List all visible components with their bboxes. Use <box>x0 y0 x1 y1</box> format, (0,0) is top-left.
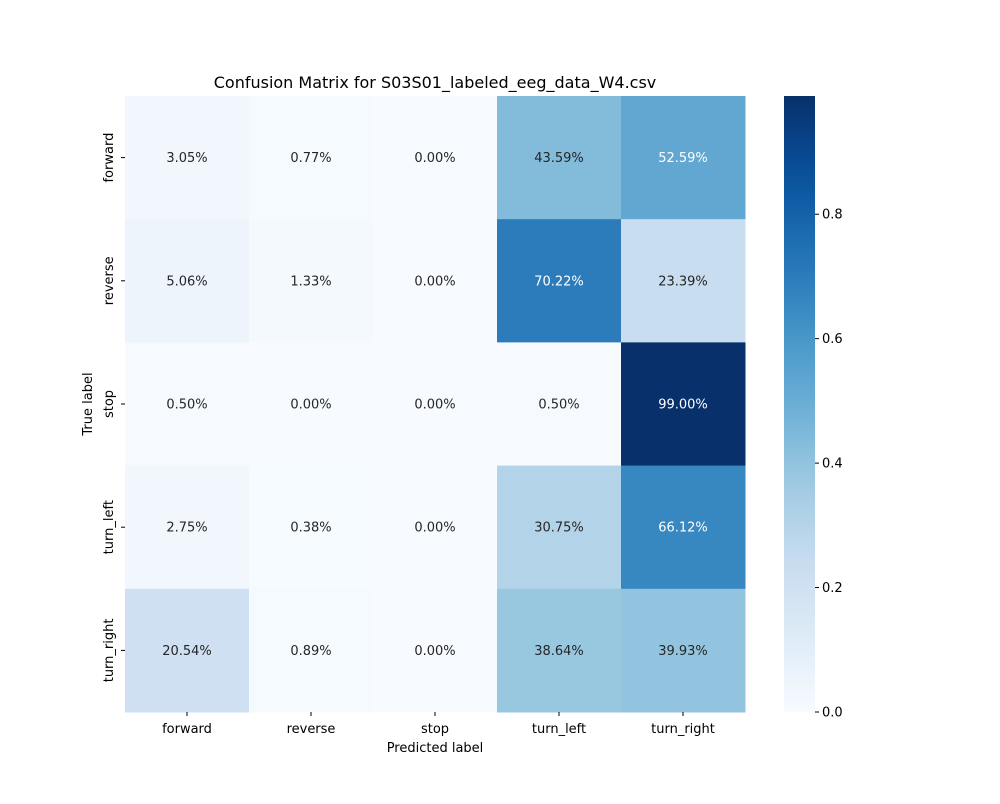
heatmap-cell <box>373 342 498 467</box>
x-tick-label: forward <box>162 722 212 737</box>
y-tick-label: turn_left <box>102 500 117 554</box>
y-tick-label: turn_right <box>102 619 117 683</box>
colorbar-tick-label: 0.0 <box>822 706 843 721</box>
cell-annotation: 0.00% <box>414 644 455 659</box>
heatmap-cell <box>125 588 250 713</box>
cell-annotation: 43.59% <box>534 151 584 166</box>
x-tick-label: reverse <box>287 722 336 737</box>
heatmap-cell <box>497 219 622 343</box>
chart-title: Confusion Matrix for S03S01_labeled_eeg_… <box>214 73 657 93</box>
cell-annotation: 0.00% <box>414 521 455 536</box>
colorbar-tick-label: 0.6 <box>822 332 843 347</box>
y-axis-ticks: forward reverse stop turn_left turn_right <box>102 133 125 683</box>
cell-annotation: 20.54% <box>162 644 212 659</box>
cell-annotation: 0.00% <box>414 151 455 166</box>
heatmap-cell <box>125 342 250 467</box>
y-tick-label: stop <box>102 390 117 418</box>
heatmap-cell <box>249 219 374 343</box>
colorbar-tick-label: 0.8 <box>822 208 843 223</box>
heatmap-cell <box>621 588 746 713</box>
heatmap-cell <box>621 342 746 467</box>
heatmap-cell <box>373 465 498 590</box>
x-axis-ticks: forward reverse stop turn_left turn_right <box>162 712 715 737</box>
cell-annotation: 66.12% <box>658 521 708 536</box>
cell-annotation: 1.33% <box>290 274 331 289</box>
x-axis-label: Predicted label <box>387 741 484 756</box>
cell-annotation: 0.00% <box>414 274 455 289</box>
cell-annotation: 70.22% <box>534 274 584 289</box>
cell-annotation: 3.05% <box>166 151 207 166</box>
heatmap-cell <box>373 588 498 713</box>
x-tick-label: turn_left <box>532 722 586 737</box>
colorbar-tick-label: 0.2 <box>822 581 843 596</box>
heatmap-cell <box>125 96 250 220</box>
heatmap-cell <box>621 219 746 343</box>
cell-annotation: 23.39% <box>658 274 708 289</box>
heatmap-cell <box>497 96 622 220</box>
heatmap-cell <box>497 588 622 713</box>
heatmap-cell <box>249 588 374 713</box>
cell-annotation: 0.89% <box>290 644 331 659</box>
heatmap-cell <box>125 219 250 343</box>
cell-annotation: 30.75% <box>534 521 584 536</box>
cell-annotation: 0.50% <box>538 398 579 413</box>
cell-annotation: 52.59% <box>658 151 708 166</box>
cell-annotation: 0.00% <box>290 398 331 413</box>
heatmap-cell <box>497 342 622 467</box>
colorbar-ticks: 0.0 0.2 0.4 0.6 0.8 <box>815 208 843 721</box>
y-tick-label: reverse <box>102 256 117 305</box>
heatmap-cell <box>373 96 498 220</box>
cell-annotation: 99.00% <box>658 398 708 413</box>
heatmap-cell <box>497 465 622 590</box>
x-tick-label: stop <box>421 722 449 737</box>
heatmap-cell <box>249 96 374 220</box>
heatmap-cells: 3.05% 0.77% 0.00% 43.59% 52.59% 5.06% 1.33% 0.0… <box>125 96 746 713</box>
y-axis-label: True label <box>81 372 96 436</box>
heatmap-cell <box>373 219 498 343</box>
colorbar <box>784 96 815 712</box>
cell-annotation: 0.00% <box>414 398 455 413</box>
cell-annotation: 5.06% <box>166 274 207 289</box>
cell-annotation: 38.64% <box>534 644 584 659</box>
cell-annotation: 0.38% <box>290 521 331 536</box>
colorbar-tick-label: 0.4 <box>822 457 843 472</box>
cell-annotation: 0.50% <box>166 398 207 413</box>
x-tick-label: turn_right <box>651 722 715 737</box>
heatmap-cell <box>249 342 374 467</box>
cell-annotation: 0.77% <box>290 151 331 166</box>
cell-annotation: 39.93% <box>658 644 708 659</box>
heatmap-cell <box>249 465 374 590</box>
heatmap-cell <box>621 465 746 590</box>
heatmap-cell <box>125 465 250 590</box>
heatmap-cell <box>621 96 746 220</box>
cell-annotation: 2.75% <box>166 521 207 536</box>
y-tick-label: forward <box>102 133 117 183</box>
